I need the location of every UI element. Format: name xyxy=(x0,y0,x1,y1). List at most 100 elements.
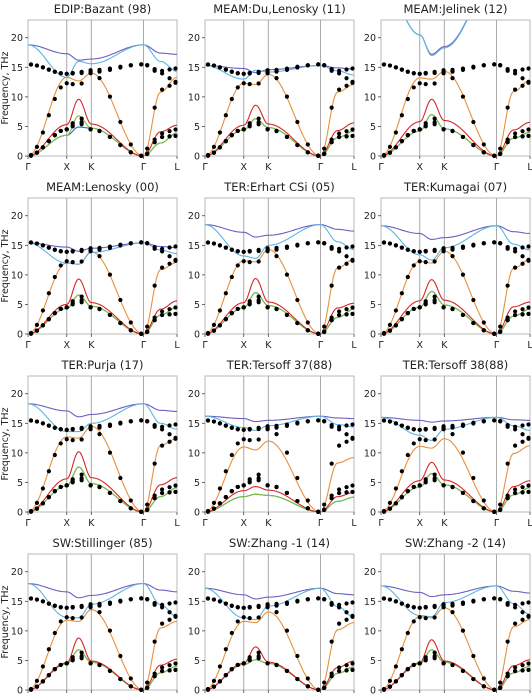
experiment-point xyxy=(34,150,40,155)
experiment-point xyxy=(405,630,410,636)
experiment-point xyxy=(481,63,486,68)
experiment-point xyxy=(393,65,398,70)
experiment-point xyxy=(256,259,261,264)
experiment-point xyxy=(520,423,525,428)
experiment-point xyxy=(344,134,349,139)
experiment-point xyxy=(145,419,150,424)
experiment-point xyxy=(492,687,497,692)
experiment-point xyxy=(70,604,75,610)
experiment-point xyxy=(265,424,270,429)
x-tick-label: X xyxy=(416,340,423,351)
experiment-point xyxy=(316,62,321,67)
experiment-point xyxy=(229,311,234,316)
experiment-point xyxy=(471,242,476,247)
experiment-point xyxy=(58,85,63,90)
experiment-point xyxy=(520,129,525,134)
phonon-branch-3 xyxy=(205,277,354,334)
experiment-point xyxy=(256,437,261,442)
x-tick-label: X xyxy=(240,162,247,173)
experiment-point xyxy=(229,603,234,608)
experiment-points xyxy=(381,418,531,514)
experiment-point xyxy=(284,628,290,633)
experiment-point xyxy=(337,249,342,254)
phonon-branch-2 xyxy=(205,292,354,334)
phonon-branch-1 xyxy=(205,292,354,334)
experiment-point xyxy=(160,265,165,270)
experiment-point xyxy=(381,152,387,158)
experiment-points xyxy=(205,596,355,692)
experiment-point xyxy=(40,145,46,150)
panel-4: MEAM:Lenosky (00) 0 5 10 15 20 Γ X K Γ L Frequency,… xyxy=(0,180,180,351)
panel-frame xyxy=(204,19,355,157)
experiment-point xyxy=(52,311,57,316)
experiment-point xyxy=(316,596,321,601)
x-tick-label: L xyxy=(351,162,357,173)
phonon-branch-5 xyxy=(205,64,354,74)
experiment-point xyxy=(107,134,113,140)
experiment-point xyxy=(284,668,290,674)
experiment-point xyxy=(423,616,428,621)
experiment-point xyxy=(265,68,270,73)
experiment-point xyxy=(118,320,123,326)
experiment-point xyxy=(241,259,246,264)
experiment-point xyxy=(450,245,455,251)
experiment-point xyxy=(505,283,510,288)
experiment-point xyxy=(498,324,503,329)
experiment-point xyxy=(344,490,349,495)
experiment-point xyxy=(417,249,422,254)
x-tick-label: Γ xyxy=(378,162,384,173)
experiment-point xyxy=(167,254,172,259)
experiment-point xyxy=(316,687,321,692)
y-tick-label: 10 xyxy=(11,626,23,637)
experiment-point xyxy=(58,128,63,134)
experiment-point xyxy=(46,423,51,428)
phonon-branch-6 xyxy=(28,44,177,78)
x-tick-label: K xyxy=(88,518,95,529)
experiment-point xyxy=(513,487,518,492)
experiment-point xyxy=(229,425,234,430)
phonon-branch-5 xyxy=(28,403,177,418)
experiment-point xyxy=(64,437,69,442)
experiment-point xyxy=(498,63,503,68)
experiment-point xyxy=(128,498,133,503)
experiment-point xyxy=(229,274,234,280)
experiment-point xyxy=(128,597,133,602)
experiment-point xyxy=(58,605,63,610)
experiment-point xyxy=(211,328,217,333)
experiment-point xyxy=(52,247,57,252)
y-tick-label: 10 xyxy=(188,626,200,637)
experiment-point xyxy=(247,616,252,621)
phonon-branch-2 xyxy=(205,493,354,512)
experiment-point xyxy=(28,62,34,67)
experiment-point xyxy=(118,598,123,603)
experiment-point xyxy=(399,138,404,144)
experiment-point xyxy=(235,662,240,668)
experiment-point xyxy=(411,128,416,134)
experiment-point xyxy=(152,493,157,498)
experiment-point xyxy=(40,65,46,70)
experiment-point xyxy=(526,127,531,132)
experiment-point xyxy=(513,265,518,270)
y-tick-label: 10 xyxy=(364,448,376,459)
experiment-point xyxy=(34,684,40,689)
experiment-point xyxy=(211,241,217,246)
y-tick-label: 5 xyxy=(194,122,200,133)
experiment-point xyxy=(160,443,165,448)
experiment-point xyxy=(460,450,466,455)
phonon-branch-5 xyxy=(205,415,354,423)
phonon-branch-6 xyxy=(381,585,530,618)
experiment-point xyxy=(223,316,228,322)
phonon-branch-2 xyxy=(381,473,530,512)
experiment-point xyxy=(417,81,422,86)
experiment-point xyxy=(79,425,84,430)
experiment-point xyxy=(450,128,455,134)
y-tick-label: 10 xyxy=(188,92,200,103)
experiment-point xyxy=(411,306,416,312)
experiment-point xyxy=(152,461,157,466)
experiment-point xyxy=(305,684,310,689)
experiment-point xyxy=(139,509,144,514)
experiment-point xyxy=(350,127,355,132)
experiment-point xyxy=(450,67,455,73)
experiment-point xyxy=(399,245,404,250)
